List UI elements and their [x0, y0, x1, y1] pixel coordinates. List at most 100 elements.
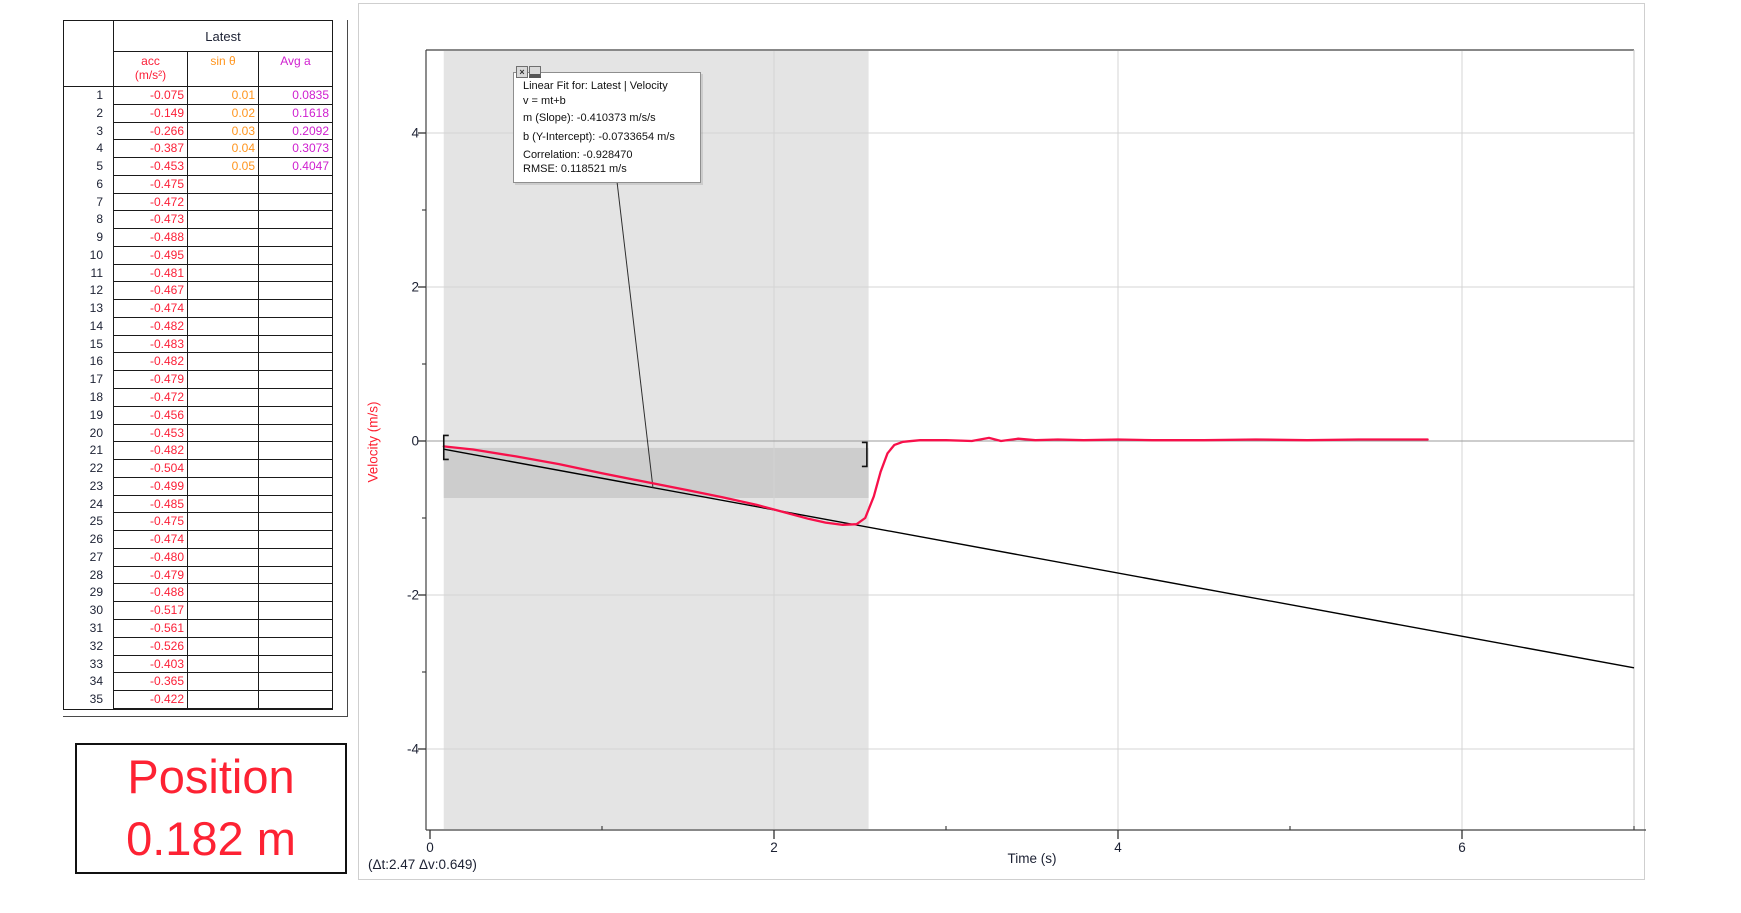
acc-cell[interactable]: -0.499 — [113, 477, 187, 496]
column-header-acc[interactable]: acc (m/s²) — [113, 52, 187, 87]
acc-cell[interactable]: -0.474 — [113, 531, 187, 549]
avg-a-cell[interactable] — [258, 193, 332, 212]
avg-a-cell[interactable] — [258, 584, 332, 603]
sin-theta-cell[interactable]: 0.04 — [187, 140, 258, 159]
sin-theta-cell[interactable] — [187, 211, 258, 230]
sin-theta-cell[interactable] — [187, 513, 258, 532]
avg-a-cell[interactable] — [258, 566, 332, 585]
avg-a-cell[interactable] — [258, 389, 332, 407]
avg-a-cell[interactable] — [258, 353, 332, 372]
avg-a-cell[interactable] — [258, 531, 332, 549]
acc-cell[interactable]: -0.403 — [113, 655, 187, 674]
sin-theta-cell[interactable] — [187, 406, 258, 425]
sin-theta-cell[interactable] — [187, 264, 258, 283]
acc-cell[interactable]: -0.479 — [113, 566, 187, 585]
acc-cell[interactable]: -0.482 — [113, 353, 187, 372]
avg-a-cell[interactable]: 0.2092 — [258, 122, 332, 141]
acc-cell[interactable]: -0.472 — [113, 193, 187, 212]
sin-theta-cell[interactable] — [187, 229, 258, 247]
acc-cell[interactable]: -0.422 — [113, 691, 187, 709]
sin-theta-cell[interactable] — [187, 548, 258, 567]
acc-cell[interactable]: -0.504 — [113, 460, 187, 478]
sin-theta-cell[interactable] — [187, 673, 258, 692]
avg-a-cell[interactable]: 0.4047 — [258, 158, 332, 176]
avg-a-cell[interactable] — [258, 442, 332, 461]
velocity-curve[interactable] — [442, 436, 1429, 527]
acc-cell[interactable]: -0.149 — [113, 104, 187, 123]
acc-cell[interactable]: -0.481 — [113, 264, 187, 283]
acc-cell[interactable]: -0.472 — [113, 389, 187, 407]
sin-theta-cell[interactable] — [187, 477, 258, 496]
sin-theta-cell[interactable] — [187, 637, 258, 656]
avg-a-cell[interactable]: 0.3073 — [258, 140, 332, 159]
avg-a-cell[interactable] — [258, 602, 332, 620]
sin-theta-cell[interactable] — [187, 371, 258, 390]
avg-a-cell[interactable] — [258, 673, 332, 692]
sin-theta-cell[interactable] — [187, 317, 258, 336]
acc-cell[interactable]: -0.479 — [113, 371, 187, 390]
sin-theta-cell[interactable] — [187, 619, 258, 638]
avg-a-cell[interactable] — [258, 495, 332, 514]
sin-theta-cell[interactable] — [187, 584, 258, 603]
acc-cell[interactable]: -0.488 — [113, 584, 187, 603]
avg-a-cell[interactable] — [258, 175, 332, 194]
avg-a-cell[interactable] — [258, 282, 332, 301]
fit-range-bracket-right[interactable] — [861, 441, 868, 468]
acc-cell[interactable]: -0.482 — [113, 442, 187, 461]
avg-a-cell[interactable] — [258, 548, 332, 567]
avg-a-cell[interactable] — [258, 655, 332, 674]
sin-theta-cell[interactable] — [187, 566, 258, 585]
sin-theta-cell[interactable] — [187, 424, 258, 443]
acc-cell[interactable]: -0.075 — [113, 87, 187, 105]
sin-theta-cell[interactable]: 0.01 — [187, 87, 258, 105]
sin-theta-cell[interactable] — [187, 300, 258, 318]
avg-a-cell[interactable]: 0.0835 — [258, 87, 332, 105]
avg-a-cell[interactable] — [258, 300, 332, 318]
sin-theta-cell[interactable] — [187, 531, 258, 549]
acc-cell[interactable]: -0.495 — [113, 246, 187, 265]
acc-cell[interactable]: -0.456 — [113, 406, 187, 425]
acc-cell[interactable]: -0.517 — [113, 602, 187, 620]
acc-cell[interactable]: -0.473 — [113, 211, 187, 230]
sin-theta-cell[interactable]: 0.03 — [187, 122, 258, 141]
avg-a-cell[interactable] — [258, 691, 332, 709]
sin-theta-cell[interactable] — [187, 175, 258, 194]
sin-theta-cell[interactable] — [187, 193, 258, 212]
acc-cell[interactable]: -0.266 — [113, 122, 187, 141]
acc-cell[interactable]: -0.475 — [113, 175, 187, 194]
sin-theta-cell[interactable]: 0.05 — [187, 158, 258, 176]
avg-a-cell[interactable] — [258, 424, 332, 443]
linear-fit-info-box[interactable]: × Linear Fit for: Latest | Velocity v = … — [513, 66, 701, 183]
avg-a-cell[interactable] — [258, 513, 332, 532]
acc-cell[interactable]: -0.526 — [113, 637, 187, 656]
acc-cell[interactable]: -0.561 — [113, 619, 187, 638]
column-header-avg-a[interactable]: Avg a — [258, 52, 332, 87]
sin-theta-cell[interactable] — [187, 442, 258, 461]
fit-box-collapse-icon[interactable] — [529, 66, 541, 78]
column-header-sin-theta[interactable]: sin θ — [187, 52, 258, 87]
sin-theta-cell[interactable] — [187, 282, 258, 301]
acc-cell[interactable]: -0.467 — [113, 282, 187, 301]
avg-a-cell[interactable] — [258, 335, 332, 354]
acc-cell[interactable]: -0.480 — [113, 548, 187, 567]
sin-theta-cell[interactable] — [187, 389, 258, 407]
sin-theta-cell[interactable] — [187, 460, 258, 478]
acc-cell[interactable]: -0.387 — [113, 140, 187, 159]
avg-a-cell[interactable] — [258, 477, 332, 496]
acc-cell[interactable]: -0.453 — [113, 158, 187, 176]
acc-cell[interactable]: -0.488 — [113, 229, 187, 247]
acc-cell[interactable]: -0.482 — [113, 317, 187, 336]
avg-a-cell[interactable] — [258, 229, 332, 247]
avg-a-cell[interactable] — [258, 619, 332, 638]
avg-a-cell[interactable] — [258, 264, 332, 283]
sin-theta-cell[interactable] — [187, 655, 258, 674]
sin-theta-cell[interactable] — [187, 246, 258, 265]
fit-range-bracket-left[interactable] — [442, 434, 449, 461]
acc-cell[interactable]: -0.475 — [113, 513, 187, 532]
sin-theta-cell[interactable] — [187, 335, 258, 354]
acc-cell[interactable]: -0.453 — [113, 424, 187, 443]
data-table[interactable]: Latest acc (m/s²) sin θ Avg a 1 -0.075 0.0… — [63, 20, 333, 710]
sin-theta-cell[interactable] — [187, 353, 258, 372]
acc-cell[interactable]: -0.485 — [113, 495, 187, 514]
acc-cell[interactable]: -0.483 — [113, 335, 187, 354]
